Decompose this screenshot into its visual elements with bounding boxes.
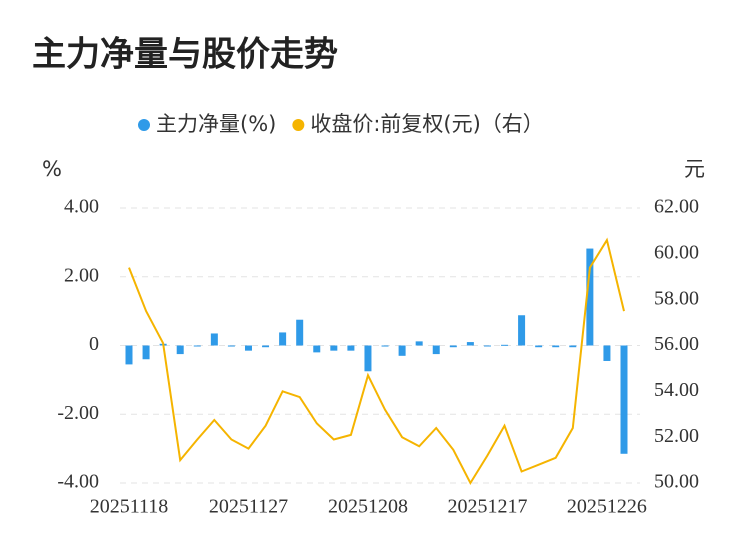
bar xyxy=(381,345,389,347)
y-tick-label: 0 xyxy=(89,333,99,355)
x-tick-label: 20251226 xyxy=(567,496,647,518)
bar xyxy=(501,344,509,346)
bar xyxy=(142,345,150,360)
bar xyxy=(620,345,628,454)
legend-marker xyxy=(292,119,305,131)
y2-tick-label: 52.00 xyxy=(654,425,699,447)
y-axis-label: % xyxy=(42,157,62,181)
bar xyxy=(518,315,526,346)
bar xyxy=(313,345,321,353)
bar xyxy=(227,345,235,347)
y2-tick-label: 58.00 xyxy=(654,287,699,309)
bar xyxy=(125,345,133,365)
x-tick-label: 20251127 xyxy=(209,496,288,518)
y-tick-label: 4.00 xyxy=(64,196,99,218)
y-tick-label: -4.00 xyxy=(57,471,99,493)
y2-tick-label: 62.00 xyxy=(654,196,699,218)
bar xyxy=(449,345,457,348)
bar xyxy=(262,345,270,348)
bar xyxy=(415,341,423,346)
legend-label: 主力净量(%) xyxy=(156,112,276,136)
line xyxy=(128,237,625,486)
bar xyxy=(296,319,304,346)
bar xyxy=(364,345,372,372)
bar xyxy=(279,332,287,346)
legend-label: 收盘价:前复权(元)（右） xyxy=(310,112,543,136)
bar xyxy=(176,345,184,355)
bar xyxy=(569,345,577,348)
bar xyxy=(552,345,560,348)
x-tick-label: 20251217 xyxy=(447,496,527,518)
y2-tick-label: 50.00 xyxy=(654,471,699,493)
bar xyxy=(466,342,474,346)
bar xyxy=(398,345,406,356)
bar xyxy=(347,345,355,351)
chart-title: 主力净量与股价走势 xyxy=(32,35,338,75)
bar xyxy=(586,248,594,346)
bar xyxy=(535,345,543,348)
bar xyxy=(193,345,201,347)
x-tick-label: 20251208 xyxy=(328,496,408,518)
y2-tick-label: 54.00 xyxy=(654,379,699,401)
y2-tick-label: 56.00 xyxy=(654,333,699,355)
y-tick-label: -2.00 xyxy=(57,402,99,424)
bar xyxy=(244,345,252,351)
y2-tick-label: 60.00 xyxy=(654,241,699,263)
y-tick-label: 2.00 xyxy=(64,264,99,286)
bar xyxy=(483,345,491,347)
bar xyxy=(210,333,218,346)
legend-marker xyxy=(138,119,150,131)
bar xyxy=(432,345,440,355)
bar xyxy=(330,345,338,351)
x-tick-label: 20251118 xyxy=(90,496,169,518)
bar xyxy=(603,345,611,361)
y2-axis-label: 元 xyxy=(684,157,705,181)
